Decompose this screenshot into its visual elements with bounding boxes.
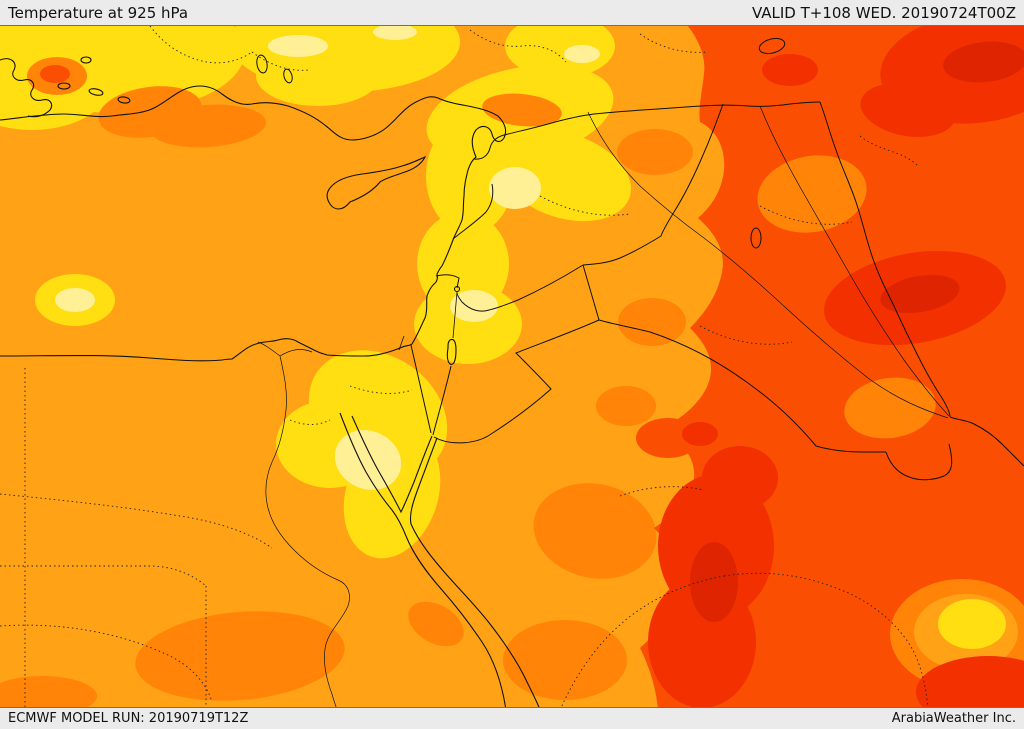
border-jordan-iraq (582, 264, 600, 321)
nile-delta-branch (279, 349, 313, 357)
temp-band-deep-orange (0, 57, 693, 707)
country-borders (398, 101, 953, 481)
border-gaza (398, 335, 405, 351)
border-turkey-syria (473, 101, 821, 160)
aegean-island (57, 82, 71, 90)
dead-sea (446, 338, 457, 365)
sinai-coast (351, 415, 433, 514)
temp-hole-yellow-core (938, 599, 1006, 649)
page-title: Temperature at 925 hPa (8, 3, 189, 22)
lake-van (758, 37, 786, 55)
border-israel-jordan (432, 365, 452, 436)
river-nile (265, 355, 350, 707)
aegean-island (80, 56, 92, 64)
border-syria-jordan (456, 264, 584, 312)
aegean-coast-detail (0, 58, 53, 118)
header-bar: Temperature at 925 hPa VALID T+108 WED. … (0, 0, 1024, 26)
weather-map-svg (0, 26, 1024, 707)
aegean-island (88, 88, 104, 96)
lake-turkey (256, 54, 268, 74)
border-lebanon-syria (452, 183, 494, 240)
aegean-island (117, 96, 131, 104)
mediterranean-coast (0, 85, 507, 362)
jordan-river (452, 291, 458, 339)
border-kuwait (885, 443, 953, 481)
temp-cores-dark-red (690, 41, 1024, 622)
cyprus-island (326, 155, 427, 210)
red-sea-west-coast (339, 412, 507, 707)
model-run-label: ECMWF MODEL RUN: 20190719T12Z (8, 711, 249, 726)
lakes (256, 37, 786, 249)
river-euphrates (587, 111, 949, 419)
temp-spots-pale-yellow (55, 26, 600, 490)
border-syria-iraq (582, 103, 724, 266)
lake-tharthar (750, 227, 762, 249)
valid-time-label: VALID T+108 WED. 20190724T00Z (751, 3, 1016, 22)
temp-band-red (648, 26, 1024, 707)
footer-bar: ECMWF MODEL RUN: 20190719T12Z ArabiaWeat… (0, 707, 1024, 729)
river-tigris (759, 105, 950, 417)
nile-delta-branch (257, 341, 281, 357)
border-jordan-saudi (433, 319, 600, 444)
credit-label: ArabiaWeather Inc. (891, 711, 1016, 726)
coastlines (0, 56, 1024, 707)
rivers (257, 105, 950, 707)
border-iraq-saudi (598, 319, 886, 453)
border-israel-lebanon (435, 274, 460, 289)
border-iraq-iran (819, 101, 951, 418)
persian-gulf-coast (949, 416, 1024, 467)
admin-borders-dotted (0, 26, 929, 707)
red-sea-east-coast (409, 437, 540, 707)
border-egypt-israel (410, 344, 432, 434)
lake-turkey (283, 68, 293, 84)
